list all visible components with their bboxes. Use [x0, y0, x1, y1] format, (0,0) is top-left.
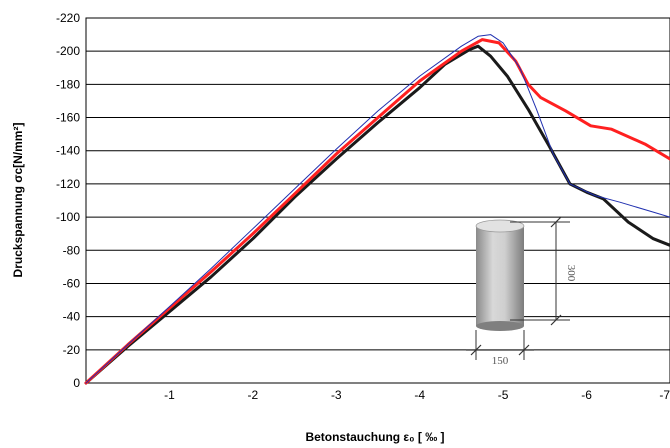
x-axis-title: Betonstauchung ε₀ [ ‰ ]: [305, 430, 444, 444]
y-axis-title: Druckspannung σc[N/mm²]: [11, 123, 25, 278]
series-line-2: [84, 38, 670, 385]
y-tick-label: -220: [56, 11, 80, 25]
y-tick-labels: 0 -20 -40 -60 -80 -100 -120 -140 -160 -180 -200 -22…: [56, 11, 80, 390]
x-tick-label: -6: [581, 388, 592, 402]
y-tick-label: -120: [56, 177, 80, 191]
y-tick-label: -160: [56, 111, 80, 125]
data-series: [84, 34, 670, 385]
height-dim-tick-bottom: [550, 314, 562, 326]
y-tick-label: -180: [56, 77, 80, 91]
series-line-3: [85, 34, 670, 384]
x-tick-label: -4: [414, 388, 425, 402]
series-line-1: [84, 44, 670, 385]
x-tick-labels: -1 -2 -3 -4 -5 -6 -7: [164, 388, 670, 402]
plot-area-border: [85, 17, 670, 384]
plot-frame: [85, 17, 670, 384]
y-tick-label: -20: [63, 343, 81, 357]
height-dim-label: 300: [565, 265, 577, 282]
y-tick-label: -200: [56, 44, 80, 58]
cylinder-body: [476, 226, 524, 326]
cylinder-top: [475, 219, 525, 233]
diameter-dim-label: 150: [492, 355, 509, 367]
diameter-dim-tick-left: [470, 344, 482, 356]
x-tick-label: -3: [331, 388, 342, 402]
grid-lines: [86, 50, 670, 351]
height-dim-tick-top: [550, 216, 562, 228]
x-tick-label: -1: [164, 388, 175, 402]
y-tick-label: -100: [56, 210, 80, 224]
x-tick-label: -5: [498, 388, 509, 402]
x-tick-label: -2: [248, 388, 259, 402]
y-tick-label: 0: [73, 376, 80, 390]
y-tick-label: -60: [63, 276, 81, 290]
x-tick-label: -7: [659, 388, 670, 402]
specimen-annotation: 300 150: [466, 216, 577, 367]
cylinder-bottom: [476, 321, 524, 331]
y-tick-label: -80: [63, 243, 81, 257]
y-tick-label: -40: [63, 310, 81, 324]
diameter-dim-tick-right: [518, 344, 530, 356]
y-tick-label: -140: [56, 144, 80, 158]
